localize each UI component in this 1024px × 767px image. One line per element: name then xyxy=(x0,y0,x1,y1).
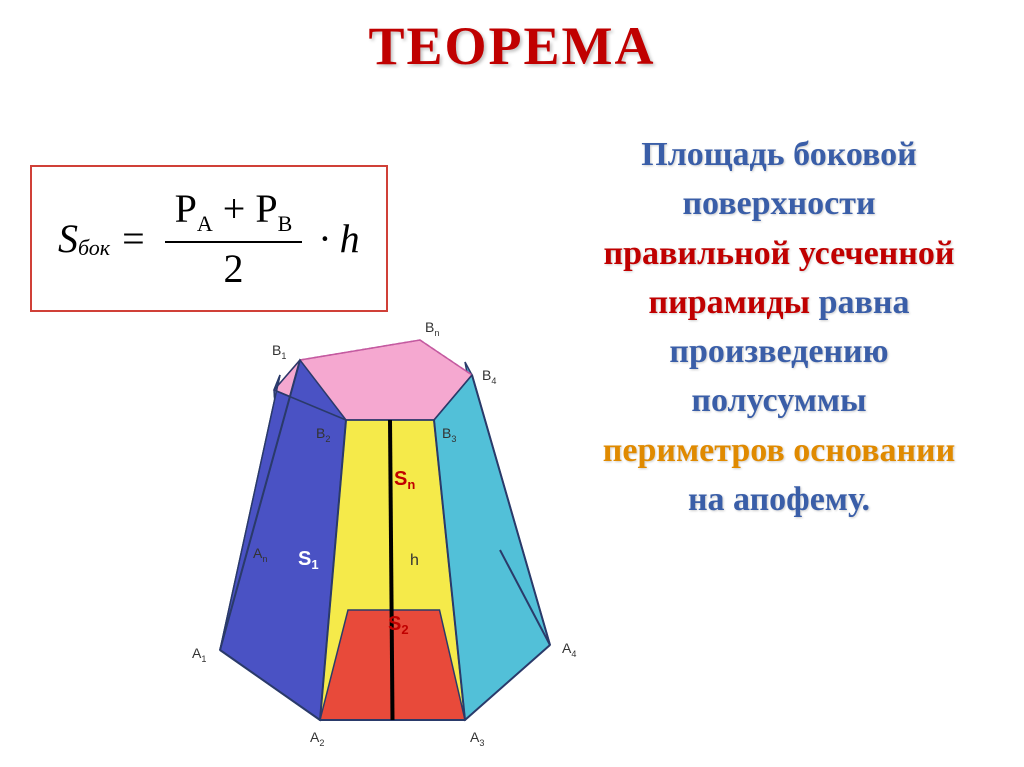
theorem-text: Площадь боковой поверхности правильной у… xyxy=(569,130,989,524)
svg-text:h: h xyxy=(410,552,419,569)
p-b: P xyxy=(255,186,277,231)
p-a-sub: A xyxy=(197,211,213,236)
formula-lhs-s: S xyxy=(58,215,78,262)
formula-box: Sбок = PA + PB 2 · h xyxy=(30,165,388,312)
svg-text:B4: B4 xyxy=(482,367,496,386)
plus: + xyxy=(223,186,246,231)
t-line1: Площадь боковой xyxy=(641,136,916,173)
svg-text:A1: A1 xyxy=(192,645,206,664)
formula-dot: · xyxy=(318,215,331,262)
p-b-sub: B xyxy=(278,211,293,236)
t-line2: поверхности xyxy=(682,185,875,222)
formula-lhs-sub: бок xyxy=(78,235,110,261)
formula-eq: = xyxy=(122,215,145,262)
svg-text:A3: A3 xyxy=(470,729,484,748)
p-a: P xyxy=(175,186,197,231)
svg-text:A4: A4 xyxy=(562,640,576,659)
formula-h: h xyxy=(340,215,360,262)
t-line8: периметров основании xyxy=(603,432,955,469)
svg-text:Bn: Bn xyxy=(425,319,439,338)
frustum-diagram: B1BnB4B3B2A1A2A3A4AnS1SnS2h xyxy=(120,300,590,750)
t-line9: на апофему. xyxy=(688,481,870,518)
page-title: ТЕОРЕМА xyxy=(0,15,1024,77)
t-line7: полусуммы xyxy=(691,382,866,419)
t-line4: пирамиды xyxy=(649,284,811,321)
svg-text:B1: B1 xyxy=(272,342,286,361)
t-line3: правильной усеченной xyxy=(604,235,955,272)
t-line6: произведению xyxy=(669,333,888,370)
formula-fraction: PA + PB 2 xyxy=(165,185,303,292)
formula-den: 2 xyxy=(223,243,243,292)
t-line5: равна xyxy=(810,284,909,321)
formula-num: PA + PB xyxy=(165,185,303,243)
svg-text:A2: A2 xyxy=(310,729,324,748)
